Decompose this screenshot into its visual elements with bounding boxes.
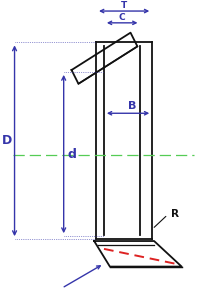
Text: R: R [171,209,179,220]
Text: C: C [119,13,125,22]
Text: D: D [2,134,13,147]
Text: d: d [68,148,77,160]
Text: B: B [128,101,136,111]
Text: T: T [121,1,127,10]
